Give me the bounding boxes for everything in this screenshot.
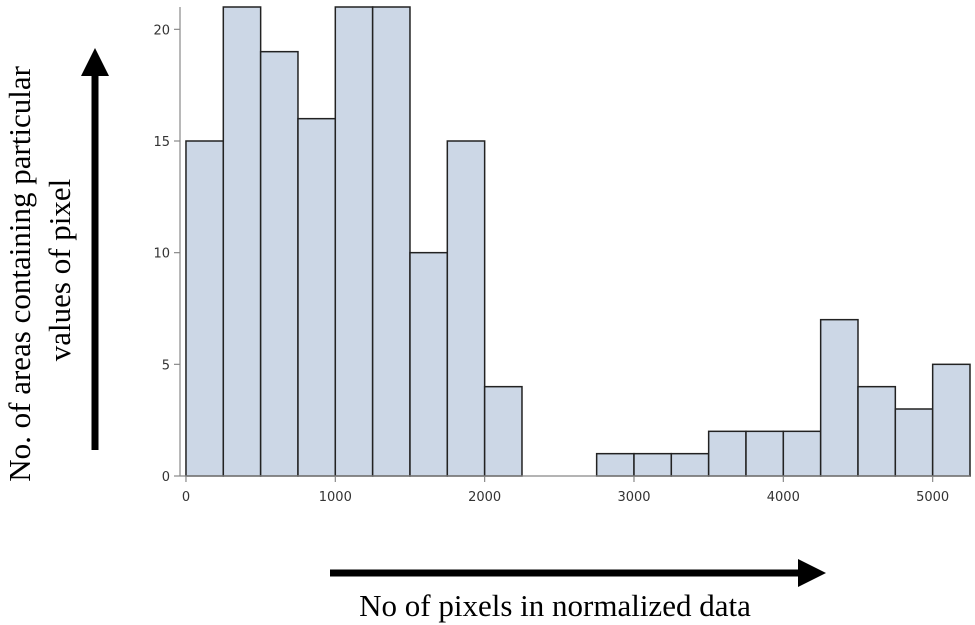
x-tick-label: 1000 — [319, 490, 352, 505]
histogram-bar — [931, 363, 971, 477]
histogram-bar — [707, 430, 747, 477]
x-tick-label: 3000 — [617, 490, 650, 505]
y-tick-label: 5 — [162, 358, 170, 373]
x-tick-label: 2000 — [468, 490, 501, 505]
y-tick-label: 0 — [162, 470, 170, 485]
histogram-bar — [334, 6, 374, 477]
y-axis-title-line2: values of pixel — [42, 179, 77, 362]
y-axis-title: No. of areas containing particular value… — [2, 58, 77, 482]
x-axis-title: No of pixels in normalized data — [359, 588, 751, 623]
x-tick-label: 4000 — [767, 490, 800, 505]
histogram-bar — [222, 6, 262, 477]
histogram-bar — [670, 452, 710, 477]
histogram-bar — [185, 140, 225, 477]
histogram-bar — [745, 430, 785, 477]
histogram-bar — [857, 385, 897, 477]
histogram-bar — [446, 140, 486, 477]
y-axis-title-line1: No. of areas containing particular — [2, 65, 37, 481]
histogram-bar — [633, 452, 673, 477]
y-tick-label: 10 — [153, 247, 170, 262]
bars-group — [185, 6, 971, 477]
histogram-bar — [483, 385, 523, 477]
histogram-bar — [297, 117, 337, 477]
histogram-bar — [409, 251, 449, 477]
histogram-bar — [782, 430, 822, 477]
histogram-bar — [894, 408, 934, 477]
x-tick-label: 5000 — [916, 490, 949, 505]
y-tick-label: 20 — [153, 23, 170, 38]
x-axis: 0 1000 2000 3000 4000 5000 — [180, 475, 970, 505]
histogram-bar — [595, 452, 635, 477]
y-tick-label: 15 — [153, 135, 170, 150]
y-axis: 0 5 10 15 20 — [153, 7, 181, 485]
histogram-bar — [819, 318, 859, 477]
histogram-bar — [371, 6, 411, 477]
x-tick-label: 0 — [182, 490, 190, 505]
histogram-bar — [259, 50, 299, 477]
